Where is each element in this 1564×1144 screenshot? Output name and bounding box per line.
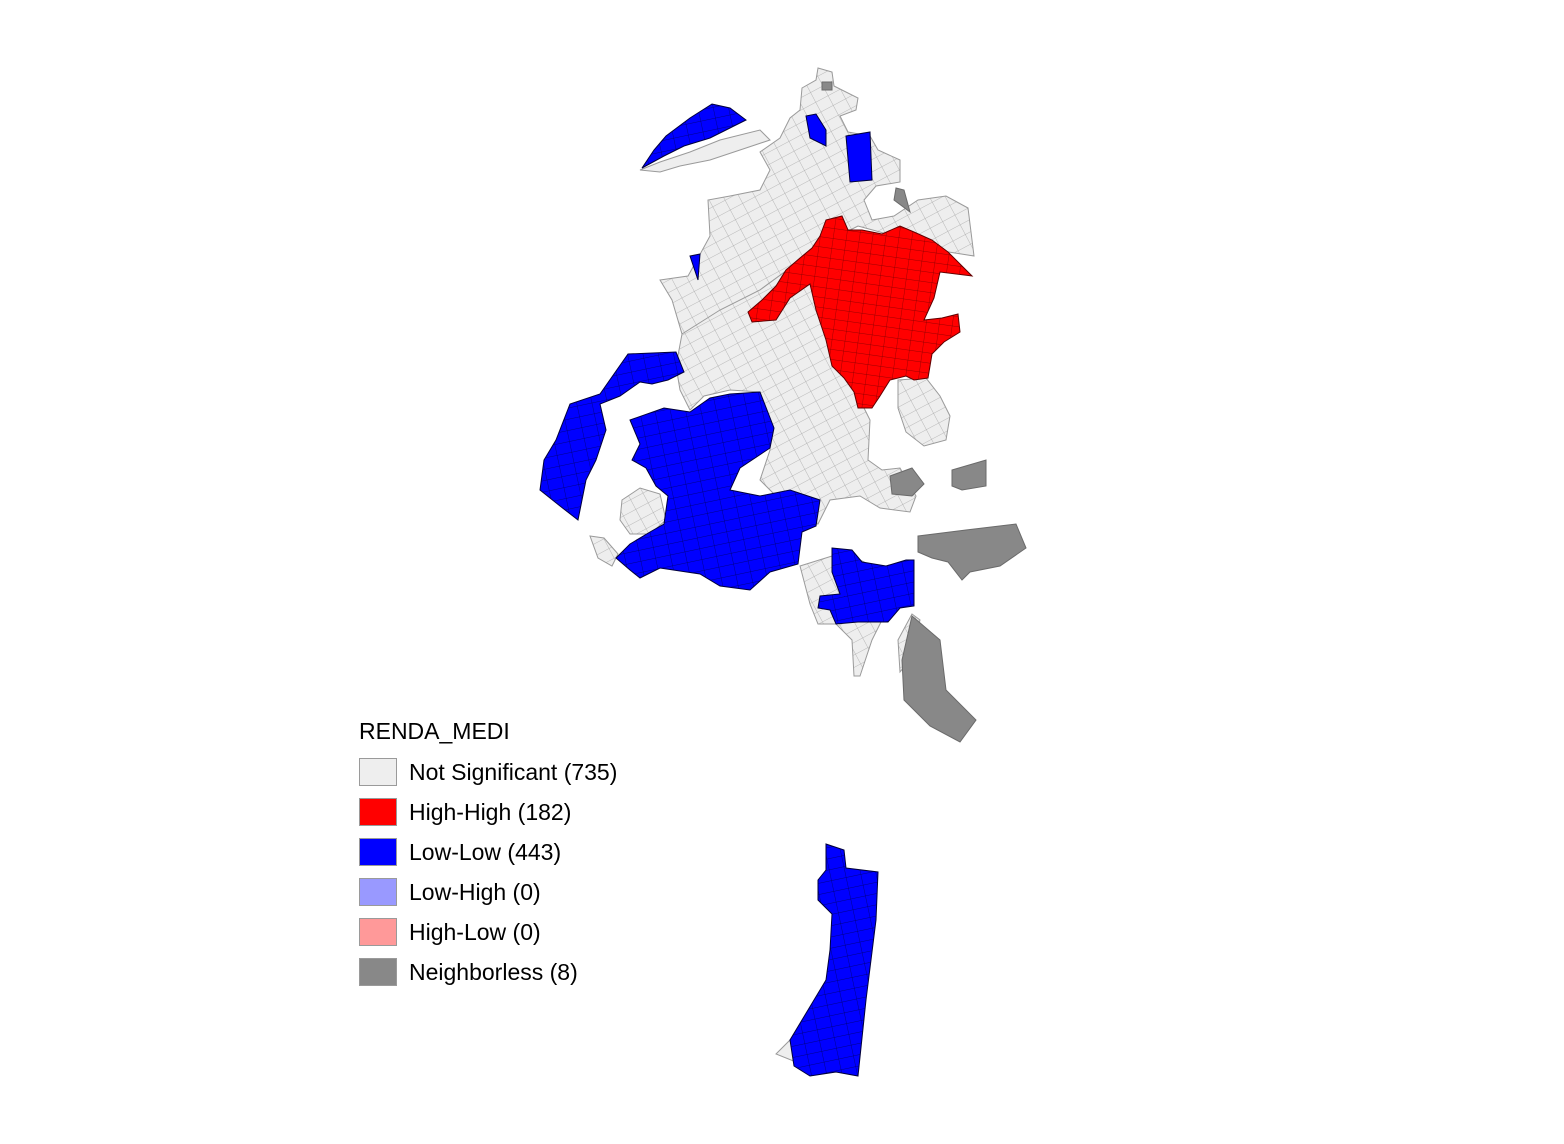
legend-label: Not Significant (735) bbox=[409, 758, 618, 785]
low-low-northwest-strip bbox=[641, 103, 747, 169]
neighborless-east-block bbox=[951, 459, 987, 491]
legend-title: RENDA_MEDI bbox=[359, 718, 510, 744]
low-low-south-cluster bbox=[817, 547, 915, 625]
legend-label: Low-High (0) bbox=[409, 878, 541, 905]
tract-southwest-tip bbox=[589, 535, 619, 567]
low-low-north-pocket-b bbox=[845, 131, 873, 183]
legend-swatch-low-high bbox=[359, 878, 397, 906]
neighborless-south-strip bbox=[901, 615, 977, 743]
legend-swatch-high-high bbox=[359, 798, 397, 826]
legend-item-not-significant: Not Significant (735) bbox=[359, 752, 617, 792]
legend-swatch-not-significant bbox=[359, 758, 397, 786]
neighborless-east-sliver bbox=[893, 187, 911, 214]
low-low-far-south-cluster bbox=[789, 843, 879, 1077]
low-low-west-cluster bbox=[539, 351, 685, 521]
not-significant-region bbox=[589, 67, 975, 1063]
neighborless-east-annex bbox=[889, 467, 925, 497]
legend-swatch-low-low bbox=[359, 838, 397, 866]
legend-item-high-low: High-Low (0) bbox=[359, 912, 617, 952]
high-high-region bbox=[747, 215, 974, 409]
neighborless-region bbox=[821, 81, 1027, 743]
legend-item-neighborless: Neighborless (8) bbox=[359, 952, 617, 992]
low-low-north-pocket-a bbox=[805, 113, 827, 147]
neighborless-north-speck bbox=[821, 81, 833, 91]
legend-label: High-Low (0) bbox=[409, 918, 541, 945]
legend-swatch-neighborless bbox=[359, 958, 397, 986]
legend-item-low-low: Low-Low (443) bbox=[359, 832, 617, 872]
legend: RENDA_MEDI Not Significant (735) High-Hi… bbox=[359, 716, 617, 992]
legend-swatch-high-low bbox=[359, 918, 397, 946]
legend-item-low-high: Low-High (0) bbox=[359, 872, 617, 912]
tract-northwest-shore bbox=[639, 129, 771, 173]
high-high-cluster bbox=[747, 215, 974, 409]
low-low-small-west bbox=[689, 253, 701, 281]
legend-label: Neighborless (8) bbox=[409, 958, 578, 985]
low-low-southwest-cluster bbox=[615, 391, 821, 591]
legend-label: Low-Low (443) bbox=[409, 838, 562, 865]
legend-label: High-High (182) bbox=[409, 798, 572, 825]
neighborless-southeast-large bbox=[917, 523, 1027, 581]
low-low-region bbox=[539, 103, 915, 1077]
legend-item-high-high: High-High (182) bbox=[359, 792, 617, 832]
tract-east-annex bbox=[897, 377, 951, 447]
